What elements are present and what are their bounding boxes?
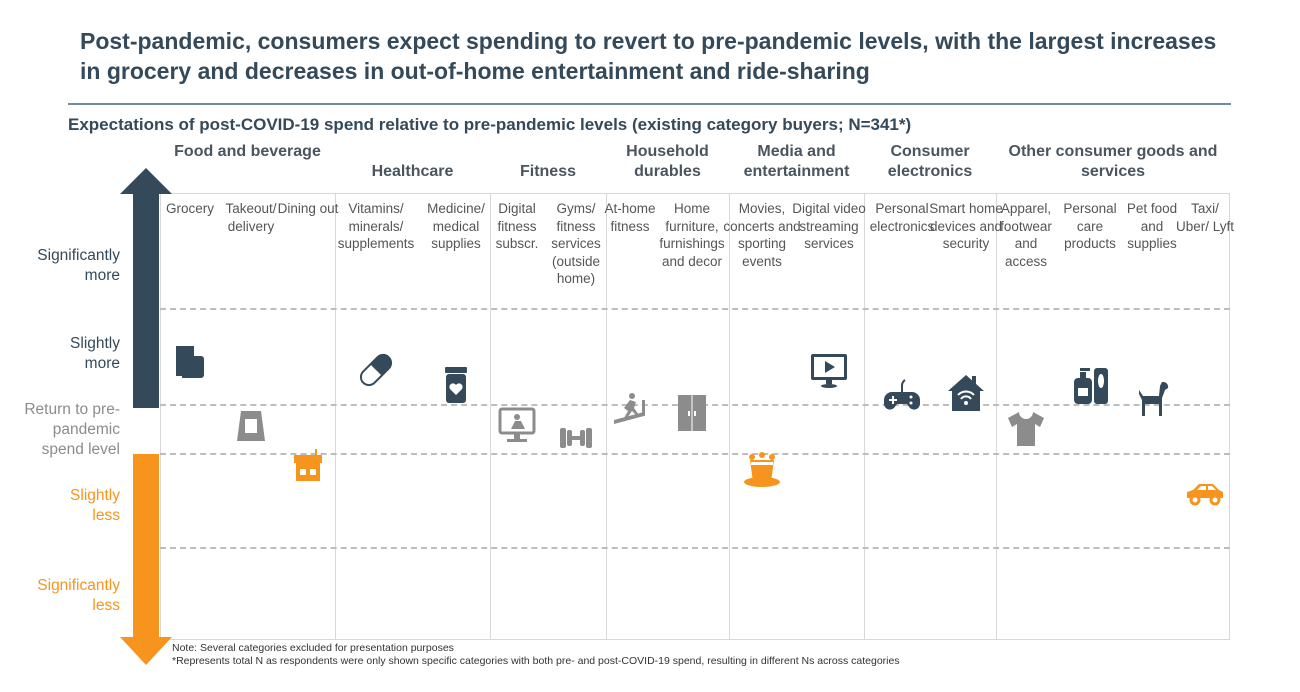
slide-title: Post-pandemic, consumers expect spending… bbox=[80, 28, 1217, 84]
treadmill-icon bbox=[610, 390, 650, 430]
group-label: Other consumer goods and services bbox=[1008, 143, 1218, 180]
category-label: At-home fitness bbox=[604, 201, 656, 234]
group-label: Household durables bbox=[626, 143, 709, 180]
medicine-bottle-icon bbox=[436, 365, 476, 405]
group-label: Media and entertainment bbox=[743, 143, 850, 180]
gamepad-icon bbox=[882, 376, 922, 416]
group-divider bbox=[996, 193, 997, 640]
smart-home-icon bbox=[946, 373, 986, 413]
tshirt-icon bbox=[1006, 408, 1046, 448]
popcorn-icon bbox=[742, 450, 782, 490]
car-icon bbox=[1185, 472, 1225, 512]
restaurant-icon bbox=[288, 445, 328, 485]
chart-title: Expectations of post-COVID-19 spend rela… bbox=[68, 115, 912, 134]
y-level-label: Significantly less bbox=[37, 577, 120, 614]
category-label: Pet food and supplies bbox=[1126, 201, 1178, 251]
takeout-bag-icon bbox=[231, 405, 271, 445]
category-label: Digital video streaming services bbox=[792, 201, 866, 251]
category-label: Taxi/ Uber/ Lyft bbox=[1175, 201, 1235, 234]
group-label: Consumer electronics bbox=[887, 143, 973, 180]
pill-capsule-icon bbox=[356, 350, 396, 390]
group-label: Food and beverage bbox=[174, 143, 321, 160]
group-label: Healthcare bbox=[371, 163, 454, 180]
gridline-return-bottom bbox=[160, 453, 1230, 455]
title-divider bbox=[68, 103, 1231, 105]
down-arrow-head bbox=[120, 637, 172, 665]
category-label: Home furniture, furnishings and decor bbox=[659, 201, 725, 269]
category-label: Digital fitness subscr. bbox=[495, 201, 539, 251]
y-level-label: Slightly more bbox=[70, 335, 120, 372]
category-label: Medicine/ medical supplies bbox=[427, 201, 485, 251]
group-divider bbox=[490, 193, 491, 640]
grocery-icon bbox=[170, 342, 210, 382]
category-label: Takeout/ delivery bbox=[225, 201, 277, 234]
footnote: Note: Several categories excluded for pr… bbox=[172, 642, 454, 654]
group-divider bbox=[729, 193, 730, 640]
group-divider bbox=[606, 193, 607, 640]
category-label: Dining out bbox=[277, 201, 339, 216]
category-label: Personal care products bbox=[1063, 201, 1117, 251]
screen-exercise-bike-icon bbox=[497, 405, 537, 445]
footnote: *Represents total N as respondents were … bbox=[172, 655, 900, 667]
y-level-label: Return to pre-pandemic spend level bbox=[24, 401, 120, 458]
video-monitor-icon bbox=[809, 350, 849, 390]
up-arrow-shaft bbox=[133, 192, 159, 408]
category-label: Movies, concerts and sporting events bbox=[723, 201, 801, 269]
category-label: Grocery bbox=[165, 201, 214, 216]
category-label: Gyms/ fitness services (outside home) bbox=[551, 201, 601, 286]
y-level-label: Slightly less bbox=[70, 487, 120, 524]
up-arrow-head bbox=[120, 168, 172, 194]
category-label: Apparel, footwear and access bbox=[1000, 201, 1052, 269]
category-label: Personal electronics bbox=[869, 201, 935, 234]
category-label: Smart home devices and security bbox=[929, 201, 1003, 251]
lotion-bottles-icon bbox=[1070, 366, 1110, 406]
down-arrow-shaft bbox=[133, 454, 159, 638]
wardrobe-icon bbox=[672, 393, 712, 433]
y-level-label: Significantly more bbox=[37, 247, 120, 284]
group-label: Fitness bbox=[519, 163, 576, 180]
chart-frame bbox=[160, 193, 1230, 640]
category-label: Vitamins/ minerals/ supplements bbox=[337, 201, 415, 251]
gridline-slightly-less-bottom bbox=[160, 547, 1230, 549]
dog-icon bbox=[1132, 378, 1172, 418]
group-divider bbox=[864, 193, 865, 640]
dumbbell-icon bbox=[556, 418, 596, 458]
gridline-slightly-more-top bbox=[160, 308, 1230, 310]
group-divider bbox=[335, 193, 336, 640]
